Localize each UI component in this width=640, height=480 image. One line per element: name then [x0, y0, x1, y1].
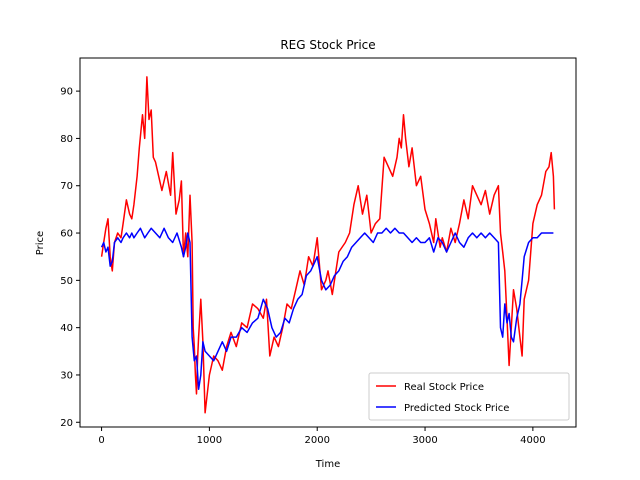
plot-frame: [79, 57, 577, 428]
legend: Real Stock Price Predicted Stock Price: [368, 372, 570, 421]
series-layer: [100, 76, 556, 414]
y-tick-label: 60: [60, 229, 73, 240]
x-axis-label: Time: [315, 459, 340, 470]
x-axis: 0 1000 2000 3000 4000: [98, 427, 546, 446]
series-line-real: [100, 76, 556, 414]
x-tick-label: 0: [98, 435, 104, 446]
y-axis: 20 30 40 50 60 70 80 90: [60, 87, 80, 429]
x-tick-label: 4000: [520, 435, 545, 446]
y-tick-label: 40: [60, 323, 73, 334]
legend-label: Real Stock Price: [404, 382, 484, 393]
y-tick-label: 20: [60, 418, 73, 429]
x-tick-label: 1000: [197, 435, 222, 446]
y-axis-label: Price: [35, 231, 46, 255]
x-tick-label: 2000: [304, 435, 329, 446]
x-tick-label: 3000: [412, 435, 437, 446]
chart-title: REG Stock Price: [280, 38, 375, 52]
y-tick-label: 70: [60, 181, 73, 192]
y-tick-label: 80: [60, 134, 73, 145]
legend-label: Predicted Stock Price: [404, 403, 509, 414]
y-tick-label: 30: [60, 370, 73, 381]
legend-box: [368, 372, 570, 421]
series-line-predicted: [100, 227, 554, 390]
y-tick-label: 50: [60, 276, 73, 287]
y-tick-label: 90: [60, 87, 73, 98]
